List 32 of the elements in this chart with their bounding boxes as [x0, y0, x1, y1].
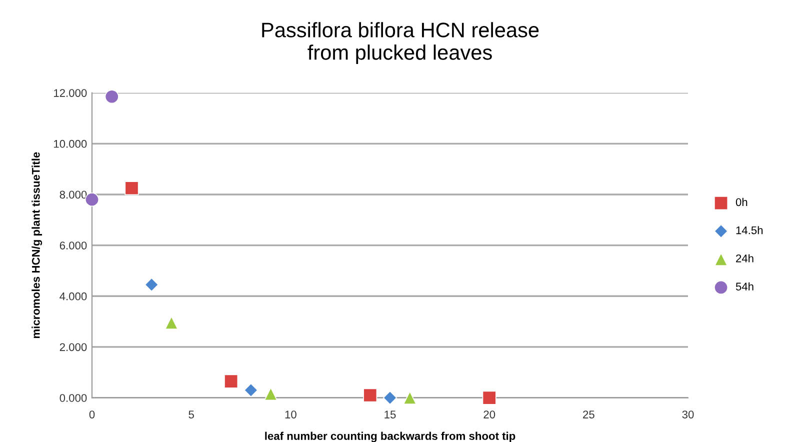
point	[382, 390, 398, 405]
point	[104, 90, 119, 104]
y-tick-label: 4.000	[60, 292, 87, 300]
x-tick-label: 25	[583, 410, 594, 418]
y-axis-title: micromoles HCN/g plant tissueTitle	[32, 152, 42, 338]
y-tick-label: 0.000	[60, 394, 87, 402]
x-tick-label: 15	[384, 410, 396, 418]
legend-label: 24h	[736, 254, 754, 262]
point	[264, 387, 278, 401]
point	[403, 391, 416, 404]
chart-title: Passiflora biflora HCN release from plucked leaves	[262, 22, 539, 64]
x-tick-label: 20	[484, 410, 496, 418]
point	[482, 390, 496, 405]
legend-label: 14.5h	[736, 226, 763, 234]
y-tick-label: 8.000	[60, 190, 87, 199]
point	[244, 383, 258, 398]
legend-label: 54h	[736, 282, 754, 290]
point	[164, 316, 178, 330]
point	[363, 388, 378, 402]
y-tick-label: 2.000	[60, 343, 87, 352]
point	[144, 278, 159, 292]
y-tick-label: 10.000	[54, 140, 87, 148]
x-tick-label: 10	[285, 410, 296, 418]
point	[224, 374, 238, 388]
y-tick-label: 12.000	[54, 89, 87, 97]
x-tick-label: 0	[89, 410, 95, 418]
legend-label: 0h	[736, 198, 748, 206]
x-axis-title: leaf number counting backwards from shoot tip	[265, 432, 516, 442]
x-tick-label: 30	[682, 410, 694, 418]
x-tick-label: 5	[188, 410, 194, 418]
y-tick-label: 6.000	[60, 242, 87, 250]
point	[124, 181, 139, 196]
